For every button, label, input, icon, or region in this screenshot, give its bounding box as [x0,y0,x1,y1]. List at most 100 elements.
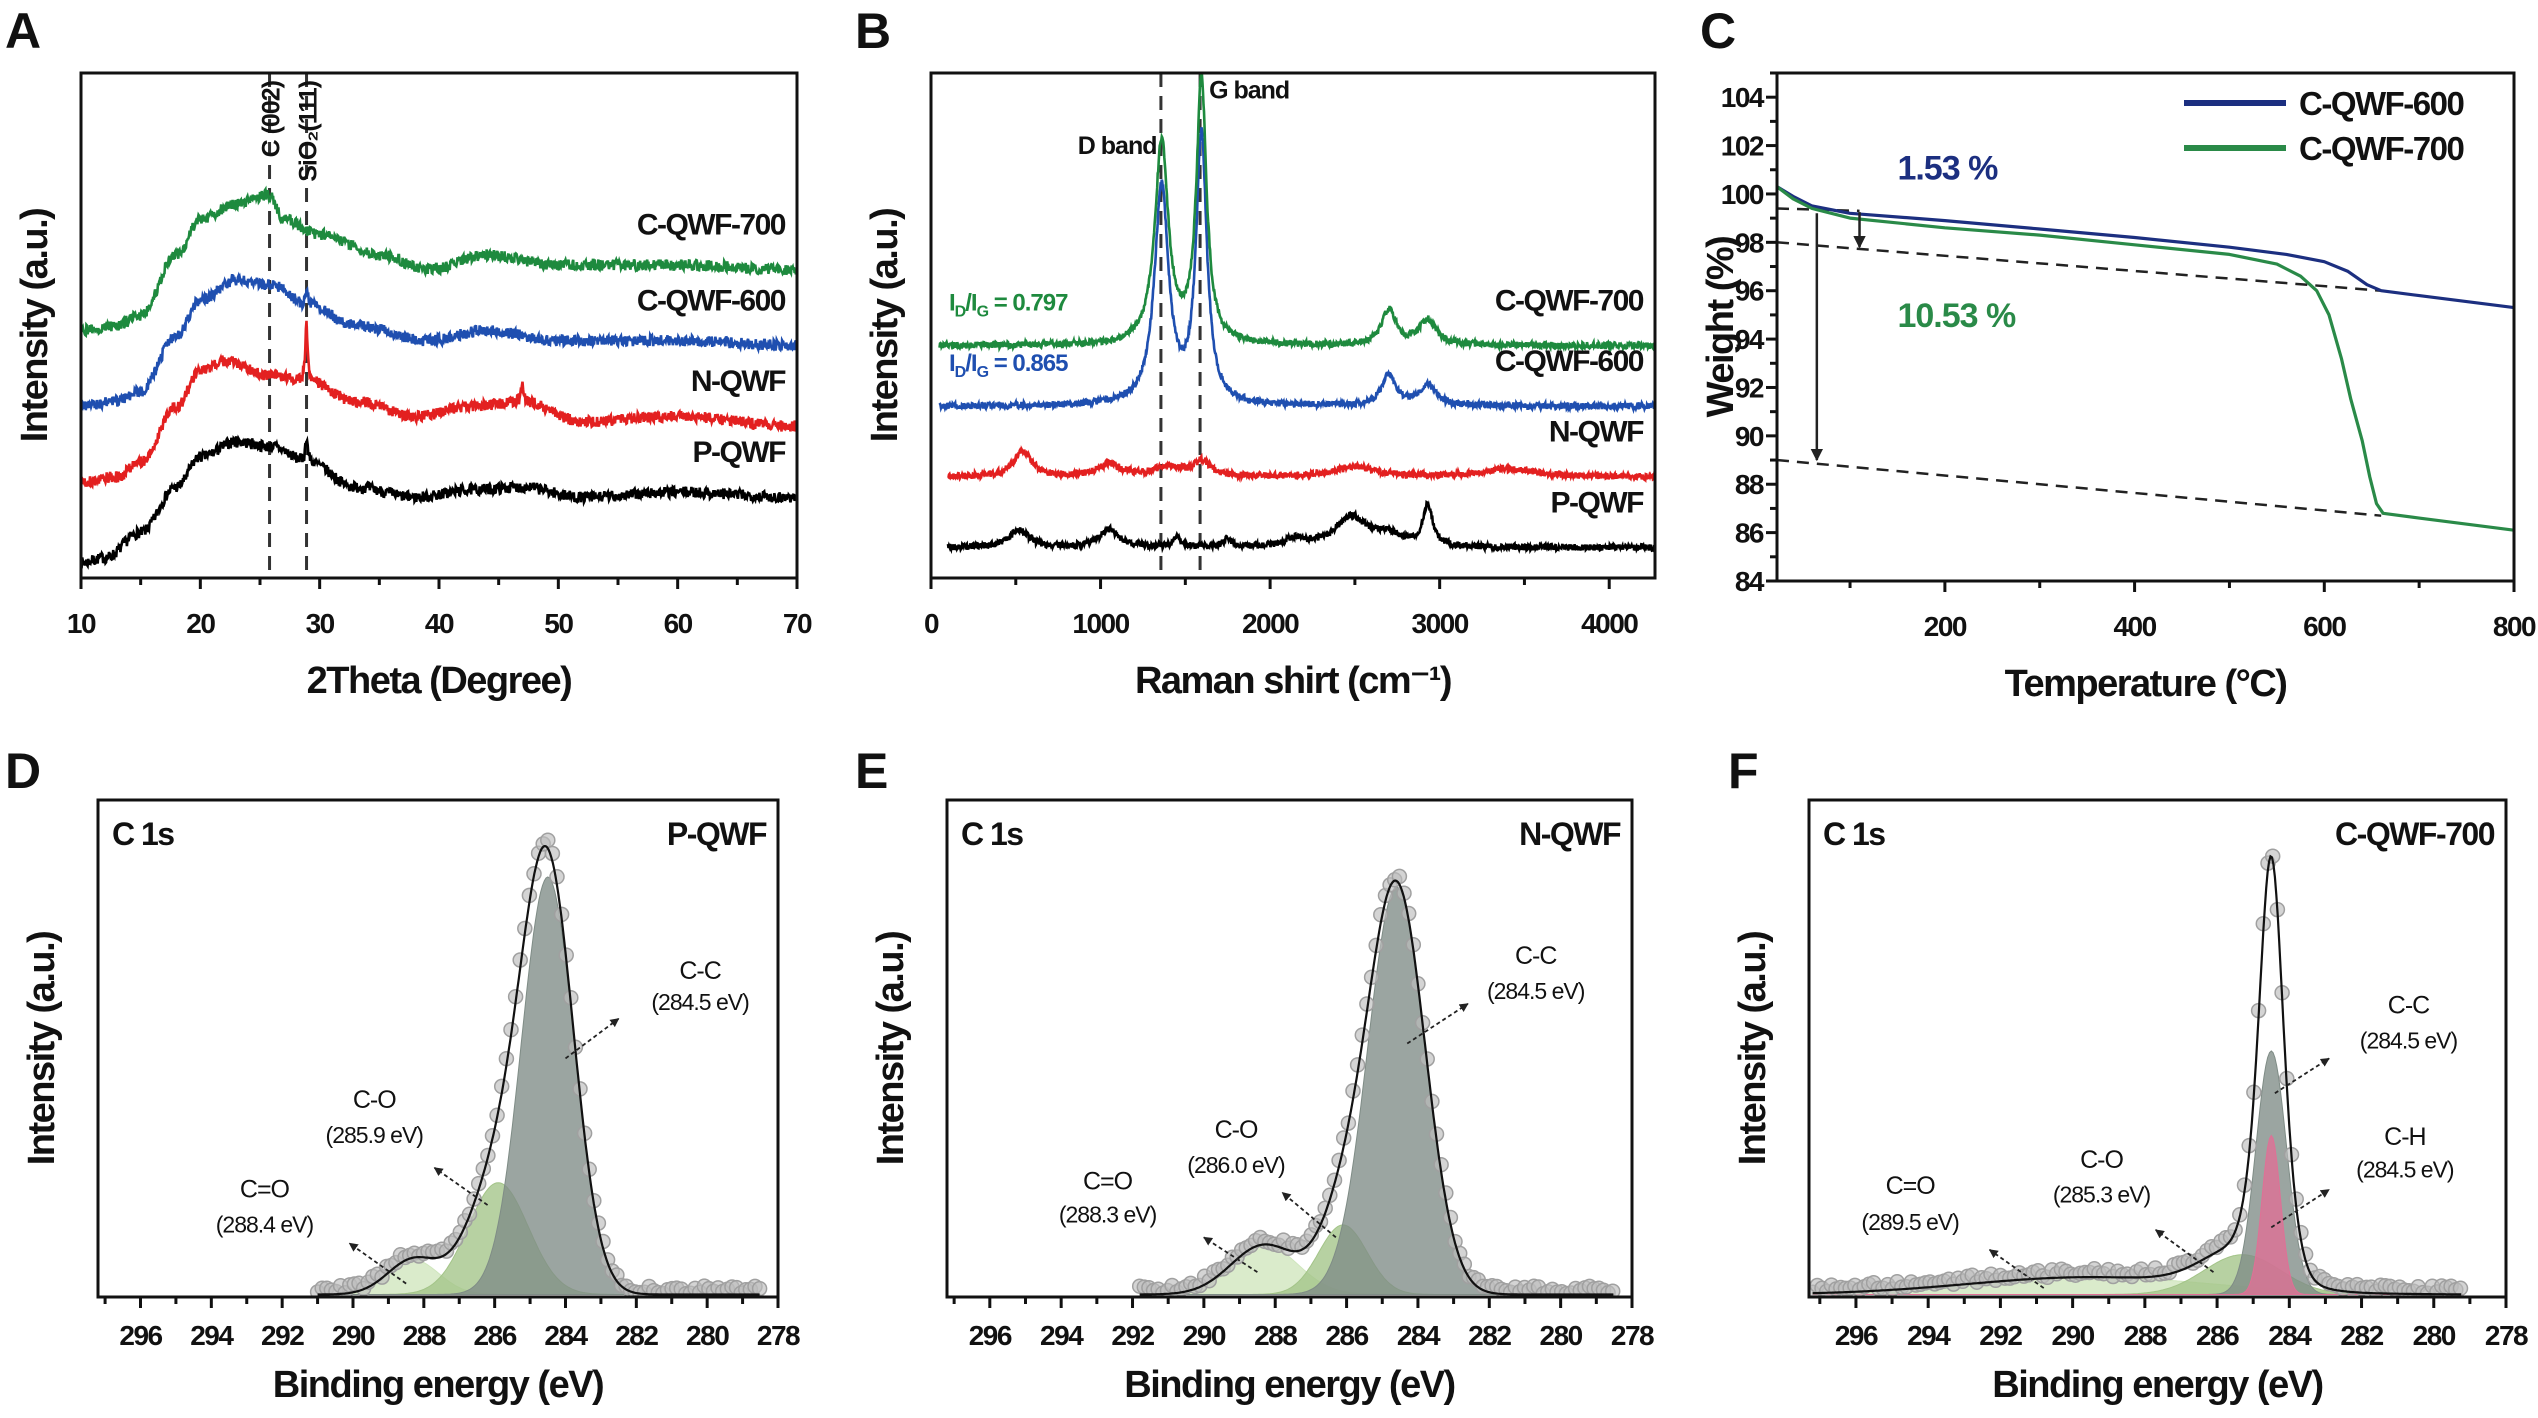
series-label: C-QWF-700 [637,209,786,242]
series-line-p-qwf [946,500,1655,555]
annotation-arrow [2270,1188,2330,1229]
component-name-label: C=O [1083,1168,1133,1196]
envelope-fit-line [1139,879,1614,1296]
ratio-subscript: D [955,364,966,381]
y-tick-label: 104 [1721,82,1765,113]
x-axis-label: Binding energy (eV) [1124,1364,1454,1406]
core-level-label: C 1s [961,816,1023,852]
ratio-text: = 0.797 [988,289,1068,316]
x-tick-label: 278 [757,1320,800,1351]
ratio-subscript: D [955,303,966,320]
x-tick-label: 288 [2124,1320,2167,1351]
core-level-label: C 1s [112,816,174,852]
plot-frame [96,798,780,1299]
x-tick-label: 290 [332,1320,375,1351]
series-line-p-qwf [81,434,797,570]
series-line-c-qwf-700 [938,73,1655,353]
x-tick-label: 600 [2303,611,2346,642]
plot-frame [79,71,799,580]
x-tick-label: 278 [1611,1320,1654,1351]
panel-a: A 10 20 30 40 50 60 70 2Theta (Degree) Intensity … [5,3,813,702]
x-tick-label: 40 [425,608,454,639]
y-axis-label: Intensity (a.u.) [1732,932,1774,1166]
peak-label: C (002) [258,80,286,157]
panel-c: C 200 400 600 800 84 86 88 90 92 94 96 98 100 102 104 Te… [1700,3,2538,705]
annotation-arrow [433,1167,489,1206]
x-tick-label: 296 [1835,1320,1878,1351]
component-energy-label: (289.5 eV) [1861,1209,1959,1235]
ratio-text: /I [965,289,977,316]
plot-area [1809,848,2469,1297]
x-tick-label: 800 [2493,611,2536,642]
plot-frame [1775,71,2516,583]
x-tick-label: 288 [1254,1320,1297,1351]
component-energy-label: (288.3 eV) [1059,1201,1157,1227]
guide-line [1777,458,2382,517]
x-tick-label: 278 [2485,1320,2528,1351]
ratio-subscript: G [977,303,989,320]
x-tick-label: 50 [544,608,573,639]
x-tick-label: 292 [1111,1320,1154,1351]
y-axis-label: Intensity (a.u.) [870,932,912,1166]
series-line-c-qwf-700 [1777,185,2514,532]
panel-letter: B [855,3,891,59]
component-name-label: C-C [1515,942,1557,970]
panel-e: E 296 294 292 290 288 286 284 282 280 278 Binding e… [855,743,1656,1406]
x-tick-label: 286 [474,1320,517,1351]
component-name-label: C-O [2080,1146,2123,1174]
x-axis-label: Binding energy (eV) [1992,1364,2322,1406]
series-line-n-qwf [947,445,1655,483]
ratio-subscript: G [977,364,989,381]
y-tick-label: 84 [1735,566,1765,597]
x-tick-label: 286 [1325,1320,1368,1351]
intensity-ratio-label: ID/IG = 0.865 [949,350,1068,381]
x-axis-label: 2Theta (Degree) [307,660,572,702]
component-c-h [1812,1134,2463,1295]
y-tick-label: 88 [1735,469,1764,500]
component-energy-label: (284.5 eV) [2360,1028,2458,1054]
panel-f: F 296 294 292 290 288 286 284 282 280 278 Binding e… [1728,743,2530,1406]
series-line-c-qwf-600 [81,271,797,413]
plot-area [1131,868,1621,1297]
y-axis-label: Intensity (a.u.) [21,932,63,1166]
x-axis-label: Raman shirt (cm⁻¹) [1135,660,1451,702]
y-tick-label: 94 [1735,324,1765,355]
annotation-arrow [1203,1236,1258,1273]
plot-frame [945,798,1634,1299]
y-tick-label: 96 [1735,276,1764,307]
series-label: N-QWF [1549,416,1644,449]
x-axis-label: Binding energy (eV) [273,1364,603,1406]
ratio-text: I [949,350,955,377]
ratio-text: I [949,289,955,316]
component-energy-label: (285.9 eV) [326,1122,424,1148]
annotation-arrow [348,1242,407,1285]
x-tick-label: 200 [1924,611,1967,642]
x-tick-label: 3000 [1412,608,1469,639]
series-label: P-QWF [1551,486,1645,519]
y-tick-label: 86 [1735,518,1764,549]
x-tick-label: 294 [1907,1320,1951,1351]
envelope-fit-line [1812,854,2462,1296]
panel-b: B 0 1000 2000 3000 4000 Raman shirt (cm⁻¹) Inte… [855,3,1657,702]
peak-label: SiO₂(111) [295,80,323,181]
plot-area [81,73,797,578]
y-axis-label: Weight (%) [1700,237,1742,418]
x-tick-label: 282 [2340,1320,2383,1351]
y-tick-label: 102 [1721,131,1764,162]
panel-letter: F [1728,743,1759,799]
x-tick-label: 60 [664,608,693,639]
component-name-label: C-O [353,1086,396,1114]
x-tick-label: 400 [2113,611,2156,642]
sample-label: C-QWF-700 [2335,816,2495,852]
legend-label: C-QWF-600 [2299,85,2463,122]
plot-area [309,832,768,1297]
x-tick-label: 2000 [1242,608,1299,639]
envelope-fit-line [317,844,760,1296]
series-line-c-qwf-700 [81,185,797,339]
x-tick-label: 70 [783,608,812,639]
x-tick-label: 292 [1979,1320,2022,1351]
component-energy-label: (286.0 eV) [1187,1152,1285,1178]
x-tick-label: 288 [403,1320,446,1351]
series-label: P-QWF [693,436,787,469]
series-line-c-qwf-600 [938,127,1655,415]
